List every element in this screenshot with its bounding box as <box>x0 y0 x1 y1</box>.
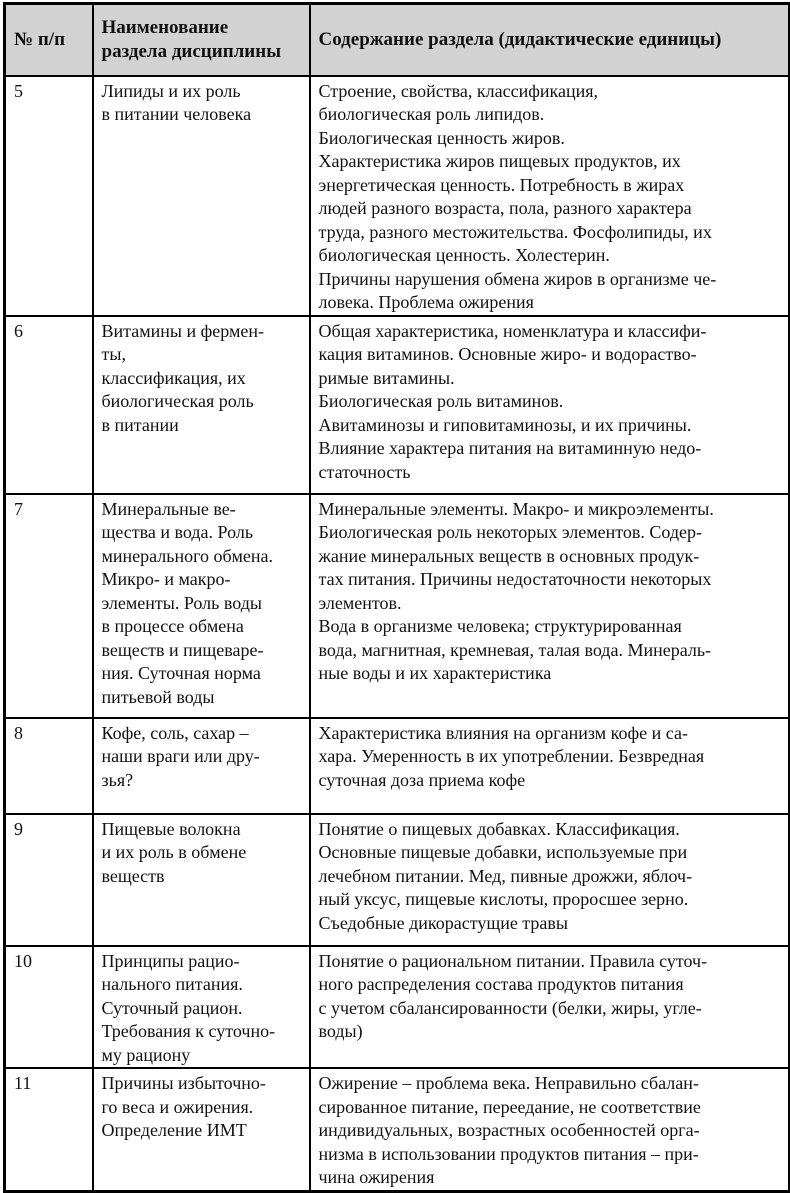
section-name: Принципы рацио- нального питания. Суточн… <box>91 944 311 1069</box>
row-number: 5 <box>3 74 94 317</box>
section-content: Минеральные элементы. Макро- и микроэлем… <box>308 492 790 719</box>
row-number: 8 <box>3 716 94 815</box>
table-row-10: 10 Принципы рацио- нального питания. Сут… <box>3 944 790 1069</box>
section-name: Причины избыточно- го веса и ожирения. О… <box>91 1067 311 1192</box>
column-header-section-name: Наименование раздела дисциплины <box>91 2 311 77</box>
syllabus-table: № п/п Наименование раздела дисциплины Со… <box>3 2 790 1193</box>
section-content: Понятие о пищевых добавках. Классификаци… <box>308 812 790 947</box>
section-name: Минеральные ве- щества и вода. Роль мине… <box>91 492 311 719</box>
section-name: Кофе, соль, сахар – наши враги или дру- … <box>91 716 311 815</box>
section-name: Липиды и их роль в питании человека <box>91 74 311 317</box>
section-content: Ожирение – проблема века. Неправильно сб… <box>308 1067 790 1192</box>
column-header-number: № п/п <box>3 2 94 77</box>
section-name: Витамины и фермен- ты, классификация, их… <box>91 314 311 495</box>
section-name: Пищевые волокна и их роль в обмене вещес… <box>91 812 311 947</box>
row-number: 10 <box>3 944 94 1069</box>
row-number: 11 <box>3 1067 94 1192</box>
section-content: Понятие о рациональном питании. Правила … <box>308 944 790 1069</box>
table-row-6: 6 Витамины и фермен- ты, классификация, … <box>3 314 790 495</box>
table-row-7: 7 Минеральные ве- щества и вода. Роль ми… <box>3 492 790 719</box>
section-content: Общая характеристика, номенклатура и кла… <box>308 314 790 495</box>
row-number: 9 <box>3 812 94 947</box>
section-content: Характеристика влияния на организм кофе … <box>308 716 790 815</box>
table-header-row: № п/п Наименование раздела дисциплины Со… <box>3 2 790 77</box>
row-number: 7 <box>3 492 94 719</box>
column-header-section-content: Содержание раздела (дидактические единиц… <box>308 2 790 77</box>
table-row-8: 8 Кофе, соль, сахар – наши враги или дру… <box>3 716 790 815</box>
section-content: Строение, свойства, классификация, биоло… <box>308 74 790 317</box>
table-row-5: 5 Липиды и их роль в питании человека Ст… <box>3 74 790 317</box>
row-number: 6 <box>3 314 94 495</box>
table-row-11: 11 Причины избыточно- го веса и ожирения… <box>3 1067 790 1192</box>
table-row-9: 9 Пищевые волокна и их роль в обмене вещ… <box>3 812 790 947</box>
